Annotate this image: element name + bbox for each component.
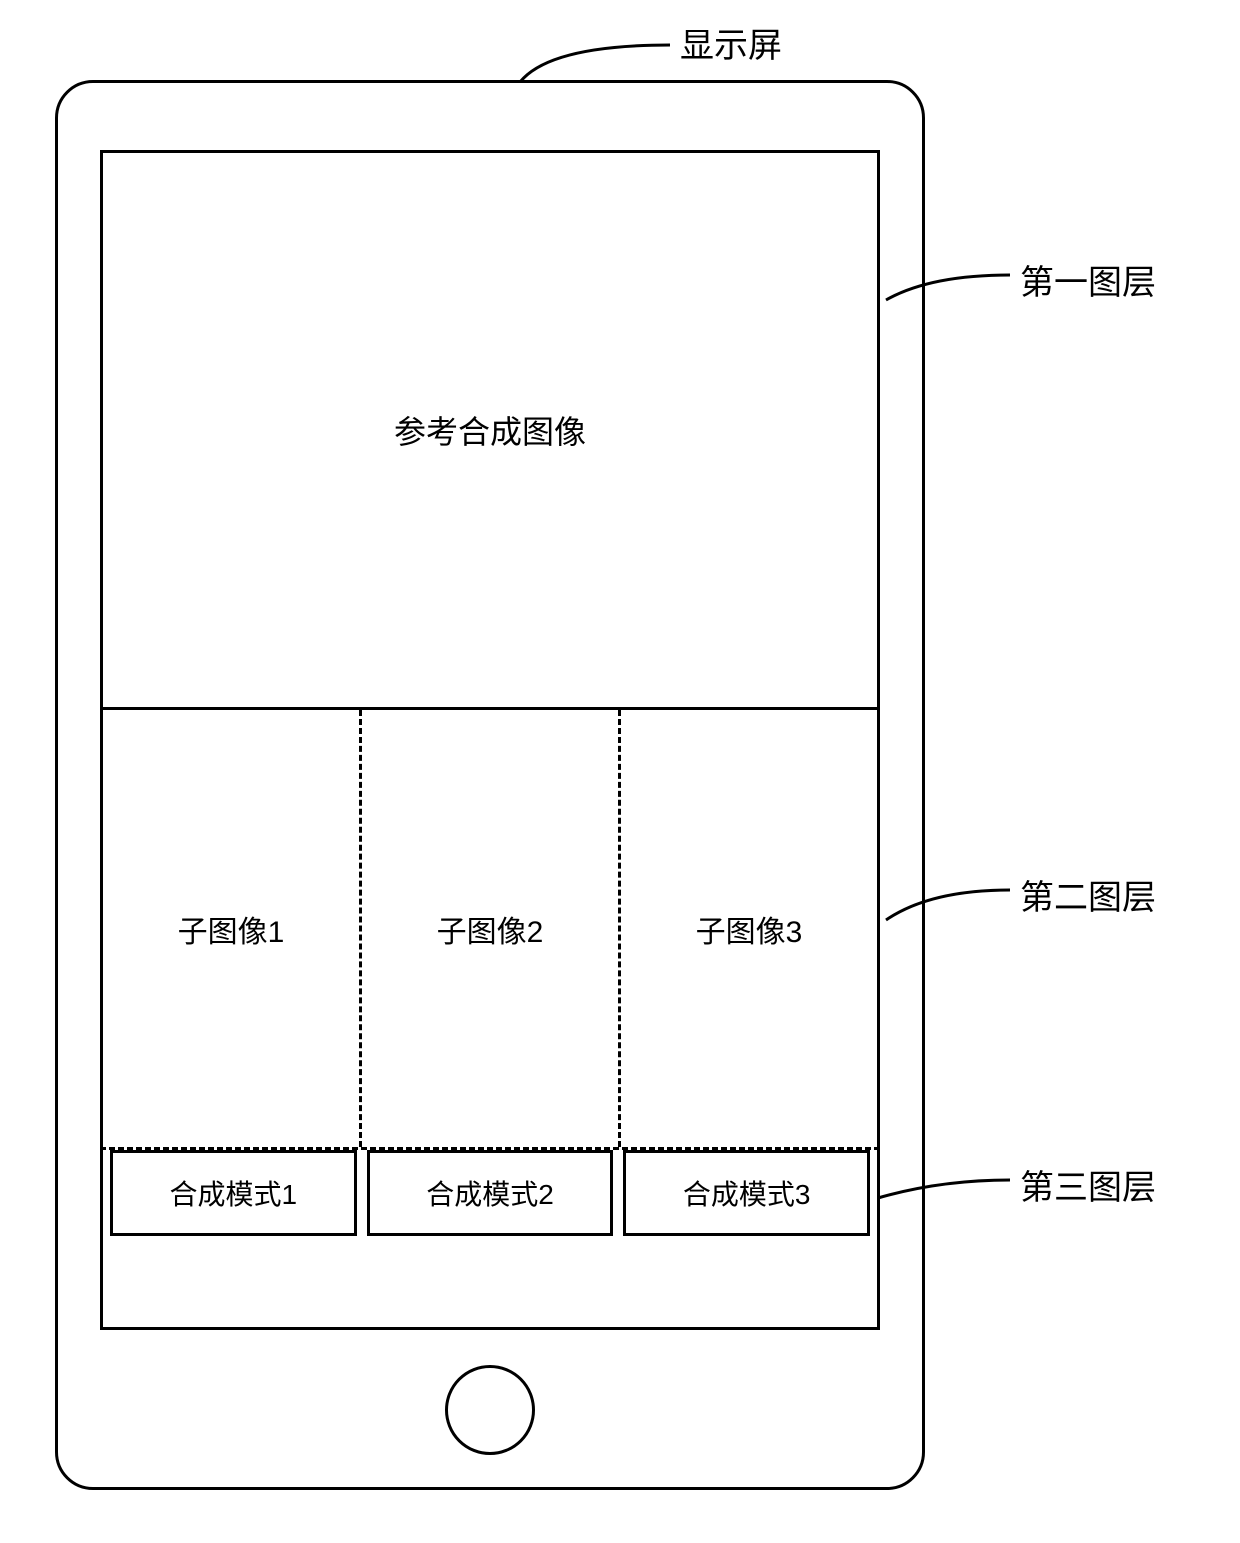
label-layer2: 第二图层	[1020, 870, 1156, 919]
label-layer1: 第一图层	[1020, 255, 1156, 304]
layer2-row: 子图像1 子图像2 子图像3	[100, 710, 880, 1150]
mode-button-2[interactable]: 合成模式2	[367, 1150, 614, 1236]
layer2-cell-1: 子图像1	[103, 710, 362, 1147]
layer1-box: 参考合成图像	[100, 150, 880, 710]
label-display: 显示屏	[680, 18, 782, 67]
mode-button-2-text: 合成模式2	[426, 1173, 554, 1213]
layer1-text: 参考合成图像	[394, 407, 586, 453]
home-button[interactable]	[445, 1365, 535, 1455]
layer2-cell-2: 子图像2	[362, 710, 621, 1147]
layer2-cell-3-text: 子图像3	[696, 907, 803, 951]
mode-button-1-text: 合成模式1	[170, 1173, 298, 1213]
layer2-cell-1-text: 子图像1	[178, 907, 285, 951]
layer3-row: 合成模式1 合成模式2 合成模式3	[110, 1150, 870, 1236]
mode-button-1[interactable]: 合成模式1	[110, 1150, 357, 1236]
layer2-cell-3: 子图像3	[621, 710, 877, 1147]
label-layer3: 第三图层	[1020, 1160, 1156, 1209]
layer2-cell-2-text: 子图像2	[437, 907, 544, 951]
mode-button-3-text: 合成模式3	[683, 1173, 811, 1213]
mode-button-3[interactable]: 合成模式3	[623, 1150, 870, 1236]
diagram-canvas: 参考合成图像 子图像1 子图像2 子图像3 合成模式1 合成模式2 合成模式3 …	[0, 0, 1240, 1543]
